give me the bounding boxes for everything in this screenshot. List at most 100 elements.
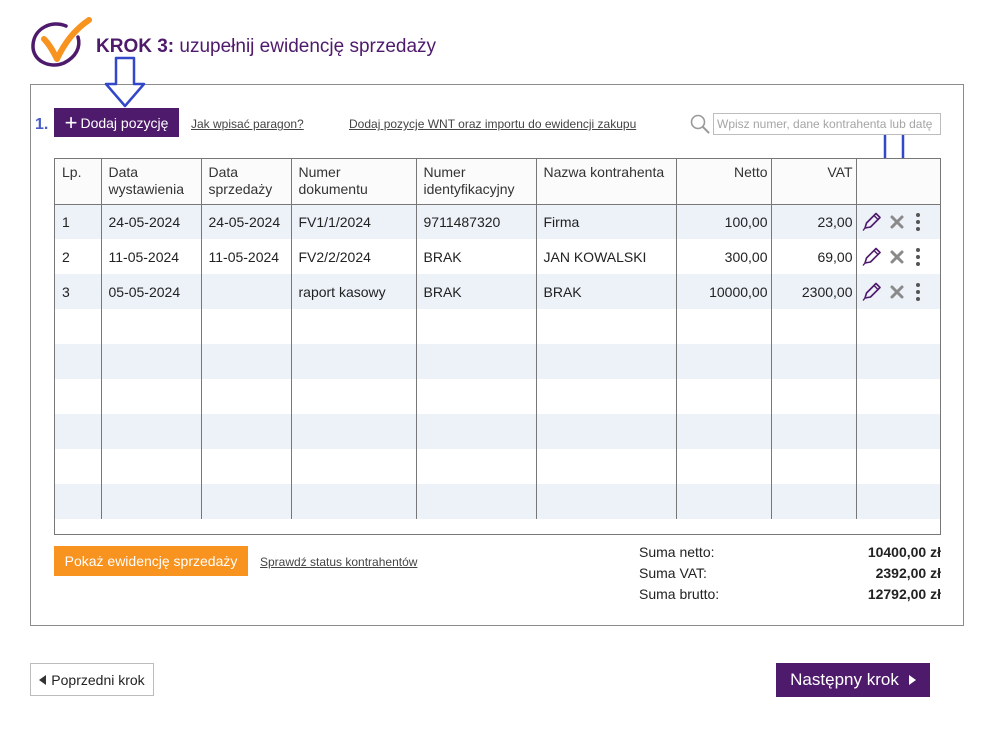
cell-data-sprzedazy: 24-05-2024 (201, 204, 292, 239)
cell-data-sprzedazy (201, 274, 292, 309)
cell-numer-dokumentu (291, 484, 417, 519)
table-row (55, 309, 940, 344)
cell-numer-dokumentu (291, 414, 417, 449)
cell-actions (856, 379, 940, 414)
cell-vat: 23,00 (771, 204, 857, 239)
table-row: 2 11-05-2024 11-05-2024 FV2/2/2024 BRAK JAN K… (55, 239, 940, 274)
close-icon[interactable] (889, 249, 905, 265)
cell-data-sprzedazy: 11-05-2024 (201, 239, 292, 274)
cell-lp (55, 449, 102, 484)
add-entry-button[interactable]: + Dodaj pozycję (54, 108, 179, 137)
cell-vat (771, 449, 857, 484)
cell-numer-dokumentu (291, 344, 417, 379)
col-netto: Netto (676, 159, 772, 205)
cell-lp: 3 (55, 274, 102, 309)
cell-kontrahent (536, 344, 677, 379)
table-row (55, 484, 940, 519)
hint-marker-1: 1. (35, 116, 49, 133)
cell-vat: 69,00 (771, 239, 857, 274)
search-input[interactable] (713, 113, 941, 135)
cell-actions (856, 344, 940, 379)
sum-brutto-value: 12792,00 zł (867, 586, 941, 602)
cell-numer-identyfikacyjny (416, 484, 537, 519)
cell-vat (771, 379, 857, 414)
cell-lp (55, 344, 102, 379)
more-vertical-icon[interactable] (913, 212, 923, 232)
cell-netto (676, 379, 772, 414)
cell-data-sprzedazy (201, 379, 292, 414)
cell-data-sprzedazy (201, 344, 292, 379)
cell-numer-dokumentu: FV2/2/2024 (291, 239, 417, 274)
cell-data-wystawienia (101, 484, 202, 519)
cell-vat (771, 484, 857, 519)
table-row (55, 344, 940, 379)
cell-data-wystawienia (101, 309, 202, 344)
more-vertical-icon[interactable] (913, 247, 923, 267)
add-wnt-import-link[interactable]: Dodaj pozycje WNT oraz importu do ewiden… (349, 117, 637, 131)
more-vertical-icon[interactable] (913, 282, 923, 302)
page-title: KROK 3: uzupełnij ewidencję sprzedaży (96, 36, 436, 58)
cell-data-wystawienia (101, 449, 202, 484)
check-contractor-status-link[interactable]: Sprawdź status kontrahentów (260, 555, 418, 569)
cell-numer-identyfikacyjny: BRAK (416, 239, 537, 274)
cell-actions (856, 414, 940, 449)
cell-actions (856, 204, 940, 239)
paragon-help-link[interactable]: Jak wpisać paragon? (191, 117, 304, 131)
sales-table: Lp. Data wystawienia Data sprzedaży Numer d… (54, 158, 941, 535)
search-icon (690, 114, 710, 134)
cell-kontrahent: BRAK (536, 274, 677, 309)
cell-netto (676, 309, 772, 344)
hint-arrow-down-icon (104, 56, 146, 108)
pencil-icon[interactable] (861, 282, 883, 302)
show-sales-register-button[interactable]: Pokaż ewidencję sprzedaży (54, 546, 248, 576)
cell-netto (676, 414, 772, 449)
cell-numer-identyfikacyjny: 9711487320 (416, 204, 537, 239)
table-row (55, 379, 940, 414)
table-row: 1 24-05-2024 24-05-2024 FV1/1/2024 971148732… (55, 204, 940, 239)
previous-step-label: Poprzedni krok (51, 671, 145, 688)
table-row: 3 05-05-2024 raport kasowy BRAK BRAK 10000,00… (55, 274, 940, 309)
sum-vat-label: Suma VAT: (639, 565, 707, 581)
triangle-right-icon (908, 675, 916, 685)
previous-step-button[interactable]: Poprzedni krok (30, 663, 154, 696)
cell-data-wystawienia: 05-05-2024 (101, 274, 202, 309)
sum-vat-value: 2392,00 zł (875, 565, 941, 581)
cell-data-sprzedazy (201, 484, 292, 519)
cell-data-wystawienia (101, 344, 202, 379)
cell-data-sprzedazy (201, 309, 292, 344)
cell-numer-dokumentu: raport kasowy (291, 274, 417, 309)
checkmark-logo-icon (31, 17, 92, 67)
cell-kontrahent (536, 449, 677, 484)
cell-lp: 1 (55, 204, 102, 239)
cell-lp (55, 309, 102, 344)
cell-data-wystawienia (101, 414, 202, 449)
cell-numer-dokumentu (291, 449, 417, 484)
col-actions (856, 159, 940, 205)
sum-netto-value: 10400,00 zł (867, 544, 941, 560)
sum-netto-label: Suma netto: (639, 544, 715, 560)
cell-numer-identyfikacyjny (416, 414, 537, 449)
col-kontrahent: Nazwa kontrahenta (536, 159, 677, 205)
cell-vat (771, 309, 857, 344)
cell-vat: 2300,00 (771, 274, 857, 309)
cell-data-sprzedazy (201, 414, 292, 449)
cell-netto: 10000,00 (676, 274, 772, 309)
next-step-button[interactable]: Następny krok (776, 663, 930, 697)
cell-actions (856, 274, 940, 309)
cell-actions (856, 449, 940, 484)
cell-numer-identyfikacyjny (416, 309, 537, 344)
cell-netto: 100,00 (676, 204, 772, 239)
cell-netto (676, 449, 772, 484)
cell-numer-identyfikacyjny (416, 344, 537, 379)
triangle-left-icon (39, 674, 47, 685)
cell-numer-identyfikacyjny: BRAK (416, 274, 537, 309)
pencil-icon[interactable] (861, 212, 883, 232)
cell-kontrahent: JAN KOWALSKI (536, 239, 677, 274)
close-icon[interactable] (889, 214, 905, 230)
close-icon[interactable] (889, 284, 905, 300)
cell-numer-identyfikacyjny (416, 449, 537, 484)
plus-icon: + (64, 109, 78, 135)
cell-data-wystawienia: 24-05-2024 (101, 204, 202, 239)
pencil-icon[interactable] (861, 247, 883, 267)
cell-kontrahent: Firma (536, 204, 677, 239)
